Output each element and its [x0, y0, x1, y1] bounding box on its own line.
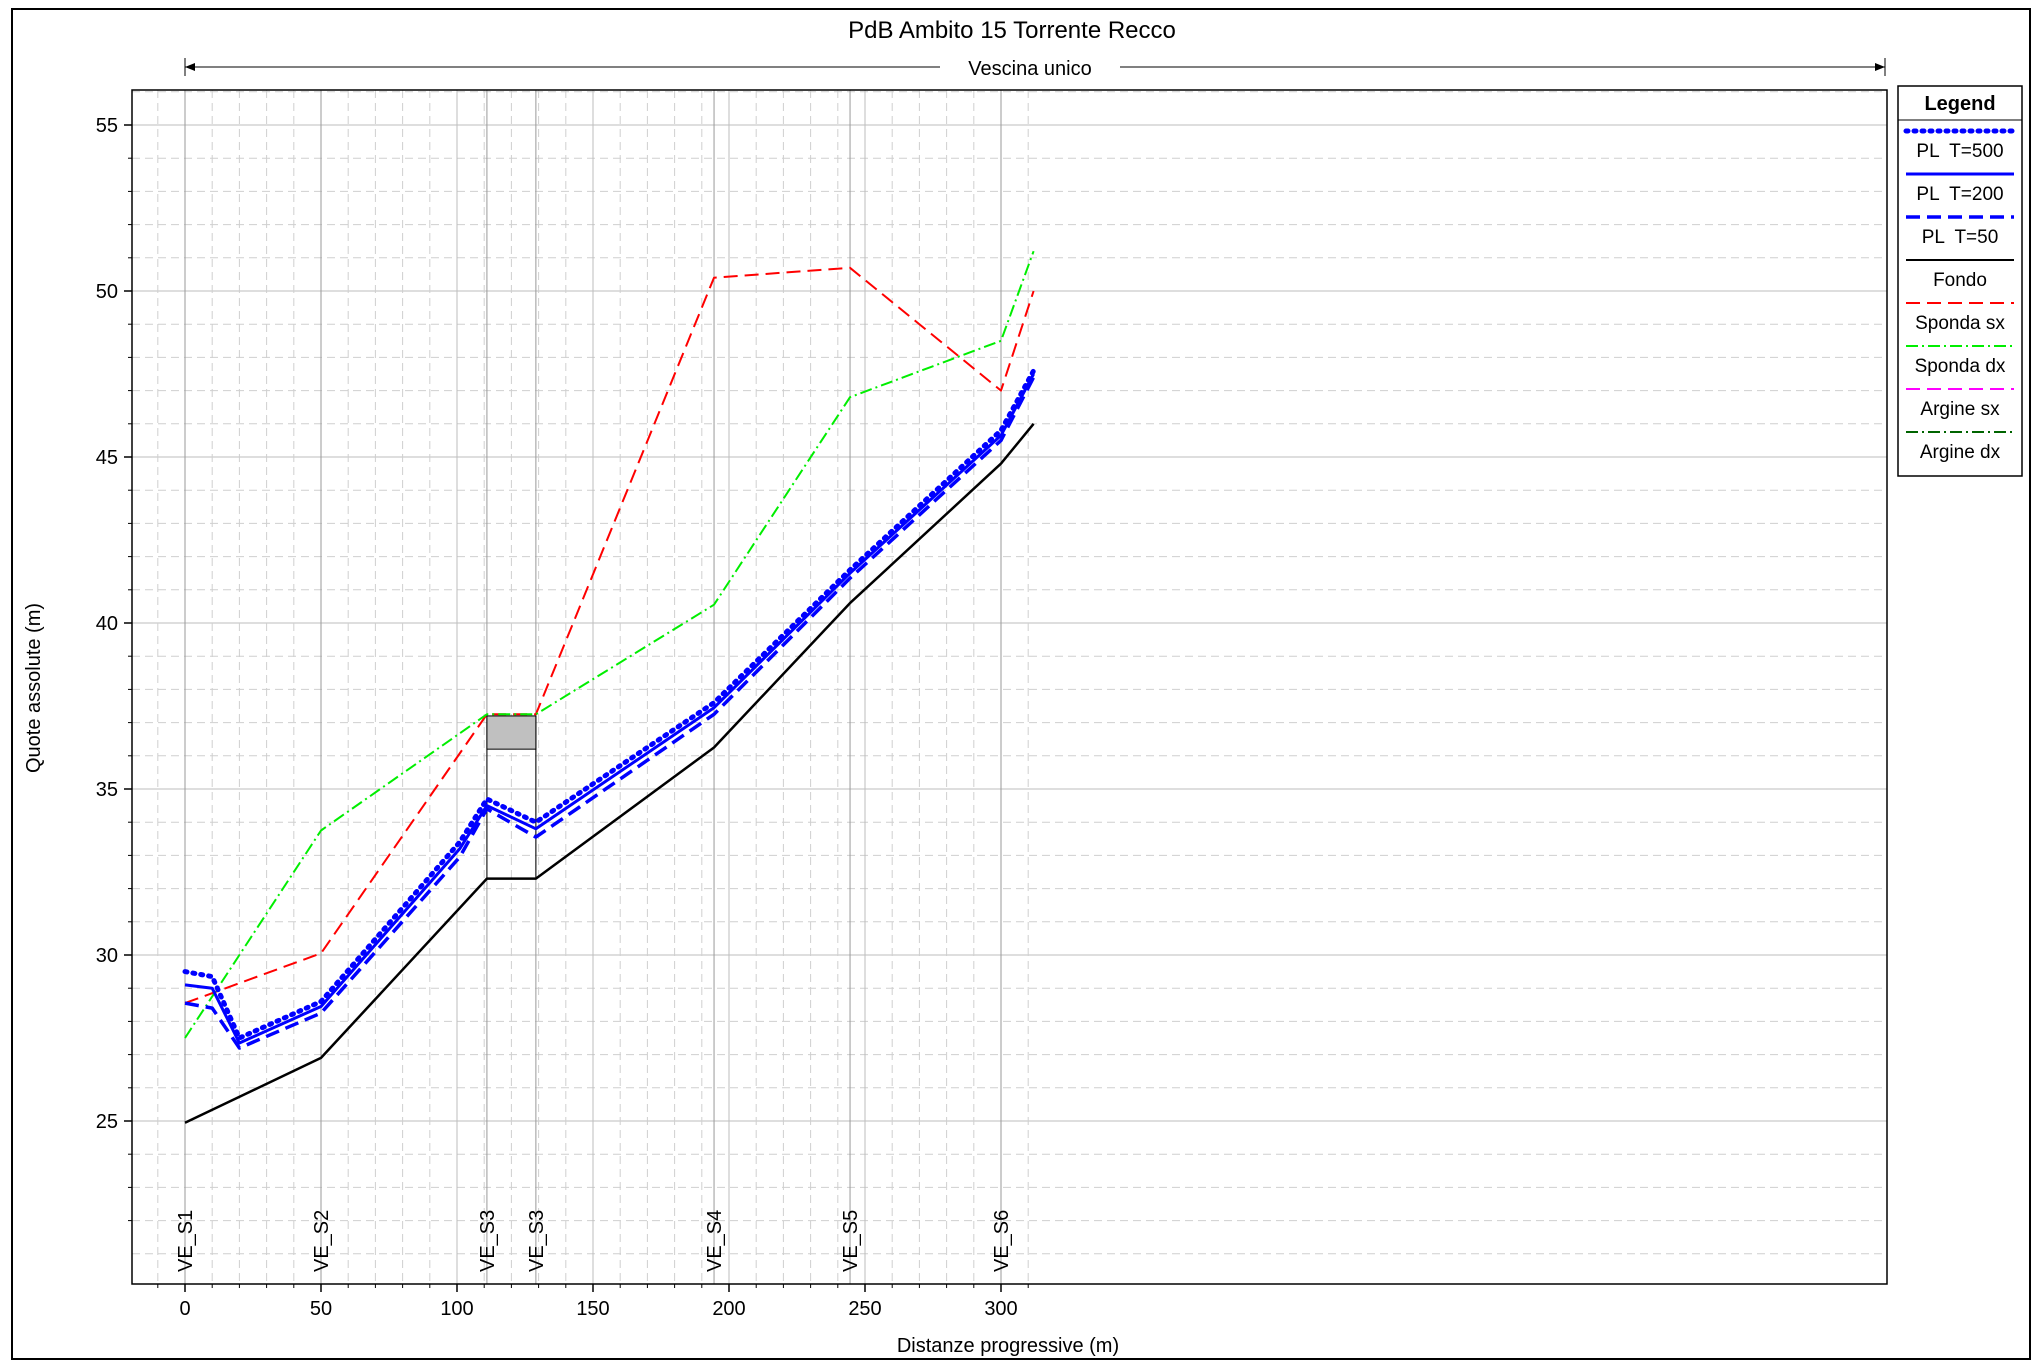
section-label: VE_S5 — [840, 1210, 862, 1272]
bridge-deck — [486, 715, 537, 750]
series-lines — [182, 250, 1037, 1124]
y-tick-label: 50 — [96, 281, 118, 303]
legend-label: Argine sx — [1920, 399, 2000, 420]
y-tick-label: 40 — [96, 613, 118, 635]
section-label: VE_S3 — [477, 1210, 499, 1272]
y-tick-label: 55 — [96, 115, 118, 137]
legend-label: Sponda dx — [1915, 356, 2006, 377]
series-line-fondo — [184, 423, 1035, 1124]
x-tick-label: 50 — [310, 1298, 332, 1320]
section-label: VE_S1 — [175, 1210, 197, 1272]
reach-bar: Vescina unico — [184, 58, 1886, 80]
chart-title: PdB Ambito 15 Torrente Recco — [848, 17, 1176, 44]
series-line-pl-t-50 — [184, 376, 1036, 1050]
plot-frame — [131, 89, 1888, 1285]
x-tick-label: 200 — [712, 1298, 745, 1320]
page-border — [11, 8, 2031, 1360]
legend-label: PL T=200 — [1916, 184, 2003, 205]
x-tick-label: 0 — [179, 1298, 190, 1320]
x-tick-label: 300 — [984, 1298, 1017, 1320]
series-line-pl-t-500 — [182, 368, 1037, 1041]
legend-box — [1897, 85, 2023, 477]
legend: Legend PL T=500 PL T=200 PL T=50 Fondo Spond… — [1897, 85, 2023, 477]
series-line-sponda-sx — [184, 266, 1035, 1005]
x-tick-label: 150 — [576, 1298, 609, 1320]
section-markers: VE_S1 VE_S2 VE_S3 VE_S3 VE_S4 VE_S5 VE_S6 — [175, 90, 1013, 1284]
section-label: VE_S4 — [704, 1210, 726, 1272]
y-tick-label: 25 — [96, 1111, 118, 1133]
section-label: VE_S2 — [311, 1210, 333, 1272]
series-line-pl-t-200 — [184, 373, 1035, 1045]
axes: 0 50 100 150 200 250 300 25 30 35 40 45 50 55 — [96, 115, 1029, 1320]
grid — [132, 90, 1887, 1284]
y-tick-label: 35 — [96, 779, 118, 801]
x-axis-label: Distanze progressive (m) — [897, 1335, 1119, 1357]
series-line-sponda-dx — [184, 250, 1035, 1039]
legend-label: PL T=50 — [1922, 227, 1999, 248]
y-tick-label: 45 — [96, 447, 118, 469]
x-tick-label: 250 — [848, 1298, 881, 1320]
legend-label: PL T=500 — [1916, 141, 2003, 162]
legend-label: Sponda sx — [1915, 313, 2005, 334]
legend-label: Fondo — [1933, 270, 1987, 291]
bridge — [486, 715, 537, 880]
section-label: VE_S3 — [526, 1210, 548, 1272]
y-tick-label: 30 — [96, 945, 118, 967]
reach-label: Vescina unico — [968, 58, 1091, 80]
x-tick-label: 100 — [440, 1298, 473, 1320]
y-axis-label: Quote assolute (m) — [23, 603, 45, 773]
section-label: VE_S6 — [991, 1210, 1013, 1272]
legend-label: Argine dx — [1920, 442, 2001, 463]
legend-title: Legend — [1924, 93, 1995, 115]
